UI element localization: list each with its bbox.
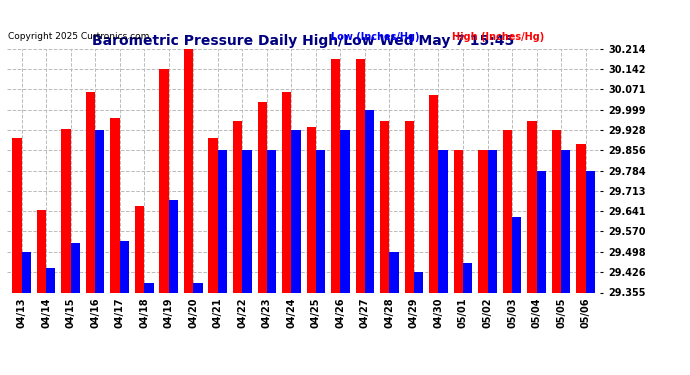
- Bar: [233, 121, 242, 292]
- Bar: [355, 59, 365, 292]
- Bar: [463, 263, 472, 292]
- Bar: [527, 121, 537, 292]
- Bar: [552, 130, 561, 292]
- Bar: [37, 210, 46, 292]
- Bar: [169, 200, 178, 292]
- Text: Copyright 2025 Curtronics.com: Copyright 2025 Curtronics.com: [8, 32, 150, 41]
- Bar: [193, 283, 203, 292]
- Text: High (Inches/Hg): High (Inches/Hg): [452, 32, 544, 42]
- Title: Barometric Pressure Daily High/Low Wed May 7 15:45: Barometric Pressure Daily High/Low Wed M…: [92, 34, 515, 48]
- Bar: [159, 69, 169, 292]
- Bar: [503, 130, 512, 292]
- Bar: [453, 150, 463, 292]
- Bar: [537, 171, 546, 292]
- Bar: [135, 206, 144, 292]
- Bar: [110, 118, 119, 292]
- Bar: [576, 144, 586, 292]
- Bar: [414, 272, 423, 292]
- Bar: [561, 150, 571, 292]
- Bar: [21, 252, 31, 292]
- Bar: [95, 130, 104, 292]
- Bar: [438, 150, 448, 292]
- Bar: [242, 150, 252, 292]
- Bar: [340, 130, 350, 292]
- Bar: [291, 130, 301, 292]
- Bar: [512, 217, 522, 292]
- Bar: [257, 102, 267, 292]
- Bar: [306, 126, 316, 292]
- Bar: [331, 59, 340, 292]
- Bar: [380, 121, 389, 292]
- Bar: [46, 268, 55, 292]
- Bar: [144, 283, 154, 292]
- Bar: [316, 150, 325, 292]
- Bar: [389, 252, 399, 292]
- Bar: [70, 243, 80, 292]
- Bar: [365, 110, 374, 292]
- Bar: [267, 150, 276, 292]
- Bar: [12, 138, 21, 292]
- Bar: [119, 242, 129, 292]
- Bar: [184, 49, 193, 292]
- Bar: [86, 93, 95, 292]
- Bar: [488, 150, 497, 292]
- Text: Low (Inches/Hg): Low (Inches/Hg): [331, 32, 420, 42]
- Bar: [218, 150, 227, 292]
- Bar: [282, 93, 291, 292]
- Bar: [586, 171, 595, 292]
- Bar: [478, 150, 488, 292]
- Bar: [61, 129, 70, 292]
- Bar: [404, 121, 414, 292]
- Bar: [208, 138, 218, 292]
- Bar: [429, 95, 438, 292]
